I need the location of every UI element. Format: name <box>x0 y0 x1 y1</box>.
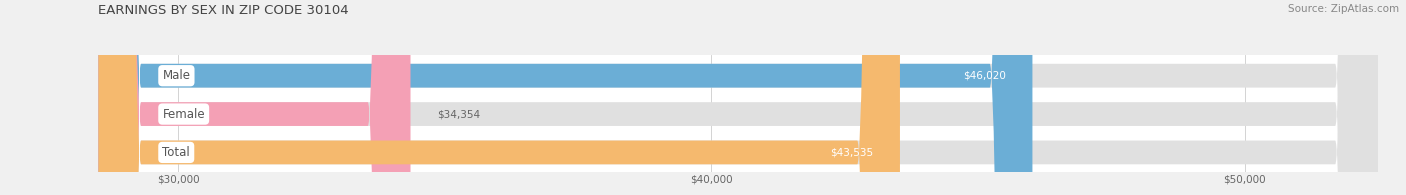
Text: $43,535: $43,535 <box>830 147 873 157</box>
FancyBboxPatch shape <box>98 0 900 195</box>
Text: $34,354: $34,354 <box>437 109 481 119</box>
FancyBboxPatch shape <box>98 0 1378 195</box>
Text: EARNINGS BY SEX IN ZIP CODE 30104: EARNINGS BY SEX IN ZIP CODE 30104 <box>98 4 349 17</box>
FancyBboxPatch shape <box>98 0 1032 195</box>
FancyBboxPatch shape <box>98 0 1378 195</box>
Text: Source: ZipAtlas.com: Source: ZipAtlas.com <box>1288 4 1399 14</box>
Text: $46,020: $46,020 <box>963 71 1005 81</box>
Text: Total: Total <box>162 146 190 159</box>
FancyBboxPatch shape <box>98 0 1378 195</box>
FancyBboxPatch shape <box>98 0 411 195</box>
Text: Male: Male <box>162 69 190 82</box>
Text: Female: Female <box>162 108 205 121</box>
